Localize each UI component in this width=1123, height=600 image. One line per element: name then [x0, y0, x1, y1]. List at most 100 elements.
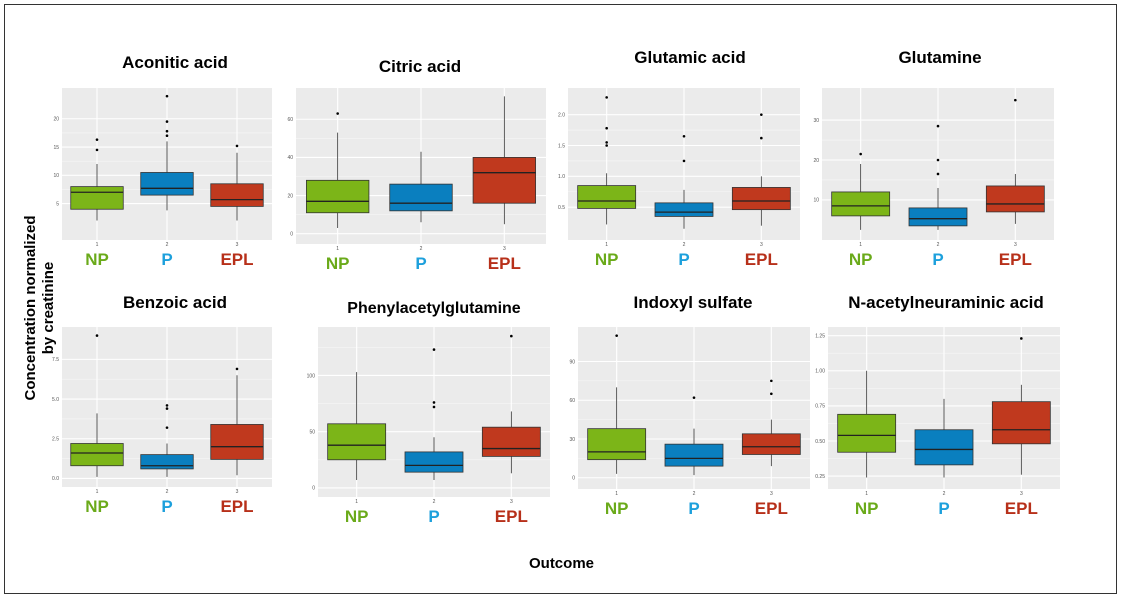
outlier-point [95, 148, 99, 152]
outlier-point [605, 96, 608, 99]
x-tick-label: 2 [433, 499, 436, 505]
x-tick-label: 2 [420, 246, 423, 252]
y-tick-label: 20 [53, 117, 59, 123]
box-np [306, 179, 370, 214]
outlier-point [770, 379, 773, 383]
group-label-epl: EPL [745, 250, 778, 269]
x-tick-label: 2 [943, 491, 946, 497]
box-epl [985, 185, 1045, 213]
outlier-point [165, 129, 169, 133]
box-epl [210, 183, 264, 207]
x-tick-label: 2 [937, 242, 940, 248]
outlier-point [936, 172, 940, 176]
outlier-point [936, 158, 940, 162]
group-label-p: P [161, 497, 172, 516]
box-p [140, 172, 194, 196]
box-epl [481, 426, 541, 457]
outlier-point [682, 134, 686, 138]
panel-title: Aconitic acid [122, 53, 228, 72]
outlier-point [336, 112, 339, 115]
y-tick-label: 30 [569, 437, 575, 443]
x-tick-label: 1 [355, 499, 358, 505]
outlier-point [605, 144, 608, 147]
x-tick-label: 3 [1014, 242, 1017, 248]
group-label-p: P [688, 499, 699, 518]
outlier-point [165, 407, 169, 410]
y-tick-label: 15 [53, 145, 59, 151]
outlier-point [95, 138, 99, 141]
box-epl [731, 187, 791, 211]
group-label-np: NP [345, 507, 369, 526]
outlier-point [165, 94, 169, 98]
y-tick-label: 0.5 [558, 205, 565, 211]
y-tick-label: 10 [813, 198, 819, 204]
x-tick-label: 3 [770, 491, 773, 497]
panel-glutamine: Glutamine 10 20 30 1 NP 2 P 3 EPL [813, 48, 1054, 269]
box-np [831, 191, 891, 217]
outlier-point [165, 120, 169, 123]
box-epl [741, 433, 801, 455]
panel-phenylacetylglutamine: Phenylacetylglutamine 0 50 100 1 NP 2 P 3 EPL [307, 300, 550, 526]
panel-title: Benzoic acid [123, 293, 227, 312]
box-p [140, 454, 194, 470]
outlier-point [95, 334, 99, 337]
group-label-epl: EPL [220, 497, 253, 516]
x-tick-label: 1 [96, 489, 99, 495]
box-p [389, 183, 453, 212]
y-tick-label: 0.50 [815, 439, 825, 445]
y-tick-label: 1.00 [815, 369, 825, 375]
group-label-np: NP [326, 254, 350, 273]
x-tick-label: 3 [236, 242, 239, 248]
y-tick-label: 0 [312, 486, 315, 492]
box-epl [472, 157, 536, 204]
x-tick-label: 1 [605, 242, 608, 248]
outlier-point [432, 401, 436, 404]
y-tick-label: 100 [307, 373, 316, 379]
y-tick-label: 1.5 [558, 143, 565, 149]
box-np [587, 428, 647, 461]
y-tick-label: 2.5 [52, 437, 59, 443]
y-tick-label: 5.0 [52, 397, 59, 403]
group-label-epl: EPL [1005, 499, 1038, 518]
y-tick-label: 40 [287, 155, 293, 161]
panel-citric-acid: Citric acid 0 20 40 60 1 NP 2 P 3 EPL [287, 57, 546, 273]
box-p [908, 207, 968, 227]
x-tick-label: 1 [336, 246, 339, 252]
outlier-point [760, 136, 763, 140]
panel-title: Glutamine [898, 48, 981, 67]
panel-glutamic-acid: Glutamic acid 0.5 1.0 1.5 2.0 1 NP 2 P 3 EPL [558, 48, 800, 269]
x-tick-label: 2 [693, 491, 696, 497]
panel-title: Citric acid [379, 57, 461, 76]
outlier-point [165, 404, 169, 407]
outlier-point [770, 392, 773, 396]
outlier-point [760, 113, 763, 116]
x-tick-label: 3 [503, 246, 506, 252]
box-np [327, 423, 387, 461]
panel-aconitic-acid: Aconitic acid 5 10 15 20 1 NP 2 P 3 EPL [53, 53, 272, 269]
y-tick-label: 0.0 [52, 476, 59, 482]
y-tick-label: 10 [53, 173, 59, 179]
outlier-point [235, 367, 239, 371]
outlier-point [1014, 98, 1017, 102]
x-tick-label: 1 [865, 491, 868, 497]
panel-benzoic-acid: Benzoic acid 0.0 2.5 5.0 7.5 1 NP 2 P 3 EPL [52, 293, 272, 516]
x-tick-label: 2 [166, 242, 169, 248]
outlier-point [432, 348, 436, 351]
box-epl [991, 401, 1051, 445]
box-np [70, 186, 124, 210]
group-label-np: NP [605, 499, 629, 518]
y-tick-label: 60 [287, 117, 293, 123]
y-tick-label: 1.0 [558, 174, 565, 180]
group-label-np: NP [849, 250, 873, 269]
y-tick-label: 50 [309, 429, 315, 435]
y-tick-label: 1.25 [815, 333, 825, 339]
y-tick-label: 90 [569, 359, 575, 365]
panel-indoxyl-sulfate: Indoxyl sulfate 0 30 60 90 1 NP 2 P 3 EPL [569, 293, 810, 518]
y-tick-label: 20 [287, 193, 293, 199]
outlier-point [605, 141, 608, 144]
box-epl [210, 424, 264, 460]
box-p [664, 443, 724, 467]
group-label-epl: EPL [220, 250, 253, 269]
outlier-point [615, 334, 618, 337]
